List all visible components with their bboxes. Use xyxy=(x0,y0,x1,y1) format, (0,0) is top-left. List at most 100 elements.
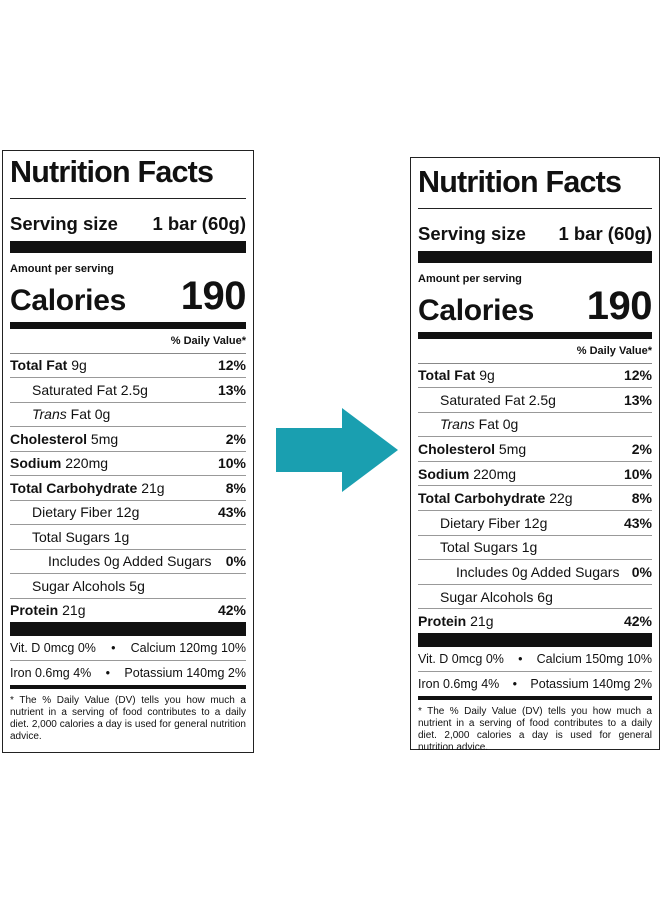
nutrient-dv: 10% xyxy=(217,455,246,472)
daily-value-header: % Daily Value* xyxy=(418,339,652,364)
nutrient-name: Total Carbohydrate xyxy=(418,490,546,507)
nutrient-dv: 8% xyxy=(631,490,652,507)
vitamins-row-1: Vit. D 0mcg 0% • Calcium 150mg 10% xyxy=(418,647,652,673)
added-sugars-row: Includes 0g Added Sugars 0% xyxy=(418,560,652,585)
calories-label: Calories xyxy=(418,293,534,327)
calcium: Calcium 150mg 10% xyxy=(536,652,652,667)
cholesterol-row: Cholesterol 5mg 2% xyxy=(10,427,246,452)
nutrient-amount: 5mg xyxy=(498,441,527,458)
calcium: Calcium 120mg 10% xyxy=(130,641,246,655)
amount-per-serving: Amount per serving xyxy=(10,262,114,275)
trans-word: Trans xyxy=(32,406,67,423)
nutrient-name: Saturated Fat 2.5g xyxy=(440,391,556,408)
vitamins-row-1: Vit. D 0mcg 0% • Calcium 120mg 10% xyxy=(10,636,246,661)
nutrient-amount: 5mg xyxy=(90,430,119,447)
medium-divider xyxy=(418,331,652,339)
nutrient-name: Total Sugars 1g xyxy=(440,539,538,556)
nutrient-dv: 12% xyxy=(217,357,246,374)
nutrition-label-updated: Nutrition Facts Serving size 1 bar (60g)… xyxy=(410,157,660,753)
saturated-fat-row: Saturated Fat 2.5g 13% xyxy=(418,388,652,413)
nutrient-dv: 2% xyxy=(225,430,246,447)
nutrient-dv: 43% xyxy=(217,504,246,521)
serving-size-row: Serving size 1 bar (60g) xyxy=(10,213,246,235)
nutrient-name: Sugar Alcohols 5g xyxy=(32,577,145,594)
sugar-alcohols-row: Sugar Alcohols 6g xyxy=(418,585,652,610)
nutrient-name: Sugar Alcohols 6g xyxy=(440,588,553,605)
nutrient-name: Dietary Fiber 12g xyxy=(440,514,548,531)
bullet: • xyxy=(512,677,518,692)
nutrient-dv: 13% xyxy=(217,381,246,398)
nutrient-name: Sodium xyxy=(10,455,62,472)
medium-divider xyxy=(10,321,246,329)
thick-divider xyxy=(10,622,246,636)
potassium: Potassium 140mg 2% xyxy=(530,677,652,692)
nutrient-name: Dietary Fiber 12g xyxy=(32,504,140,521)
serving-size-value: 1 bar (60g) xyxy=(558,222,652,244)
nutrient-name: Total Carbohydrate xyxy=(10,479,138,496)
daily-value-header: % Daily Value* xyxy=(10,329,246,354)
calories-value: 190 xyxy=(586,283,653,328)
dietary-fiber-row: Dietary Fiber 12g 43% xyxy=(10,501,246,525)
dietary-fiber-row: Dietary Fiber 12g 43% xyxy=(418,511,652,536)
sugar-alcohols-row: Sugar Alcohols 5g xyxy=(10,574,246,599)
vitamins-row-2: Iron 0.6mg 4% • Potassium 140mg 2% xyxy=(10,661,246,685)
bullet: • xyxy=(518,652,523,667)
calories-row: Calories 190 xyxy=(418,283,653,328)
nutrient-name: Includes 0g Added Sugars xyxy=(48,553,212,570)
vitamin-d: Vit. D 0mcg 0% xyxy=(10,641,96,655)
calories-value: 190 xyxy=(180,273,247,318)
nutrient-dv: 8% xyxy=(225,479,246,496)
nutrient-dv: 42% xyxy=(217,602,246,619)
nutrient-name: Cholesterol xyxy=(418,441,496,458)
nutrient-dv: 42% xyxy=(623,613,652,630)
label-title: Nutrition Facts xyxy=(418,165,622,199)
nutrient-amount: 220mg xyxy=(65,455,109,472)
nutrient-dv: 0% xyxy=(631,564,652,581)
iron: Iron 0.6mg 4% xyxy=(418,677,500,692)
added-sugars-row: Includes 0g Added Sugars 0% xyxy=(10,550,246,574)
total-carbohydrate-row: Total Carbohydrate 21g 8% xyxy=(10,476,246,501)
nutrient-amount: 21g xyxy=(470,613,494,630)
thick-divider xyxy=(418,633,652,648)
vitamins-row-2: Iron 0.6mg 4% • Potassium 140mg 2% xyxy=(418,672,652,696)
serving-size-label: Serving size xyxy=(418,222,526,244)
sodium-row: Sodium 220mg 10% xyxy=(10,452,246,476)
nutrient-name: Total Fat xyxy=(10,357,68,374)
nutrient-amount: 21g xyxy=(62,602,86,619)
bullet: • xyxy=(105,666,111,680)
vitamin-d: Vit. D 0mcg 0% xyxy=(418,652,504,667)
total-sugars-row: Total Sugars 1g xyxy=(10,525,246,550)
nutrient-amount: 21g xyxy=(141,479,165,496)
nutrient-amount: 22g xyxy=(549,490,573,507)
nutrient-name: Fat 0g xyxy=(478,416,519,433)
total-fat-row: Total Fat 9g 12% xyxy=(418,364,652,389)
nutrient-name: Saturated Fat 2.5g xyxy=(32,381,148,398)
calories-label: Calories xyxy=(10,283,126,317)
serving-size-value: 1 bar (60g) xyxy=(152,212,246,234)
nutrient-dv: 2% xyxy=(631,441,652,458)
thick-divider xyxy=(10,240,246,253)
nutrient-dv: 10% xyxy=(623,465,652,482)
divider xyxy=(418,207,652,209)
footnote: * The % Daily Value (DV) tells you how m… xyxy=(10,695,246,742)
medium-divider xyxy=(418,696,652,701)
nutrient-dv: 0% xyxy=(225,553,246,570)
sodium-row: Sodium 220mg 10% xyxy=(418,462,652,487)
trans-fat-row: Trans Fat 0g xyxy=(10,403,246,427)
nutrient-name: Cholesterol xyxy=(10,430,88,447)
medium-divider xyxy=(10,685,246,689)
protein-row: Protein 21g 42% xyxy=(418,609,652,633)
footnote: * The % Daily Value (DV) tells you how m… xyxy=(418,706,652,754)
label-title: Nutrition Facts xyxy=(10,155,214,189)
nutrient-name: Fat 0g xyxy=(70,406,111,423)
nutrient-amount: 220mg xyxy=(473,465,517,482)
protein-row: Protein 21g 42% xyxy=(10,599,246,623)
nutrient-amount: 9g xyxy=(479,367,495,384)
nutrient-name: Total Sugars 1g xyxy=(32,528,130,545)
serving-size-row: Serving size 1 bar (60g) xyxy=(418,223,652,245)
nutrient-name: Protein xyxy=(10,602,59,619)
trans-word: Trans xyxy=(440,416,475,433)
divider xyxy=(10,197,246,199)
nutrient-amount: 9g xyxy=(71,357,87,374)
cholesterol-row: Cholesterol 5mg 2% xyxy=(418,437,652,462)
